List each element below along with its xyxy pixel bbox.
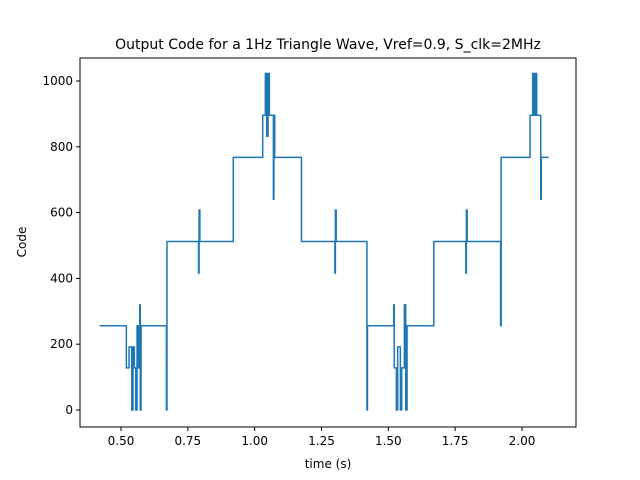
y-tick-label: 800 <box>50 140 73 154</box>
x-tick-label: 0.75 <box>174 434 201 448</box>
x-tick-label: 2.00 <box>509 434 536 448</box>
y-tick-label: 600 <box>50 206 73 220</box>
y-tick-label: 200 <box>50 337 73 351</box>
plot-frame <box>79 57 577 428</box>
y-tick-label: 0 <box>65 403 73 417</box>
x-tick-label: 1.25 <box>308 434 335 448</box>
x-tick-label: 0.50 <box>108 434 135 448</box>
data-line <box>99 72 549 411</box>
chart-title: Output Code for a 1Hz Triangle Wave, Vre… <box>115 37 541 53</box>
y-tick-label: 400 <box>50 271 73 285</box>
y-axis-label: Code <box>15 227 29 258</box>
x-tick-label: 1.00 <box>241 434 268 448</box>
x-tick-label: 1.75 <box>442 434 469 448</box>
y-tick-label: 1000 <box>42 74 73 88</box>
x-axis-label: time (s) <box>305 457 352 471</box>
x-tick-label: 1.50 <box>375 434 402 448</box>
